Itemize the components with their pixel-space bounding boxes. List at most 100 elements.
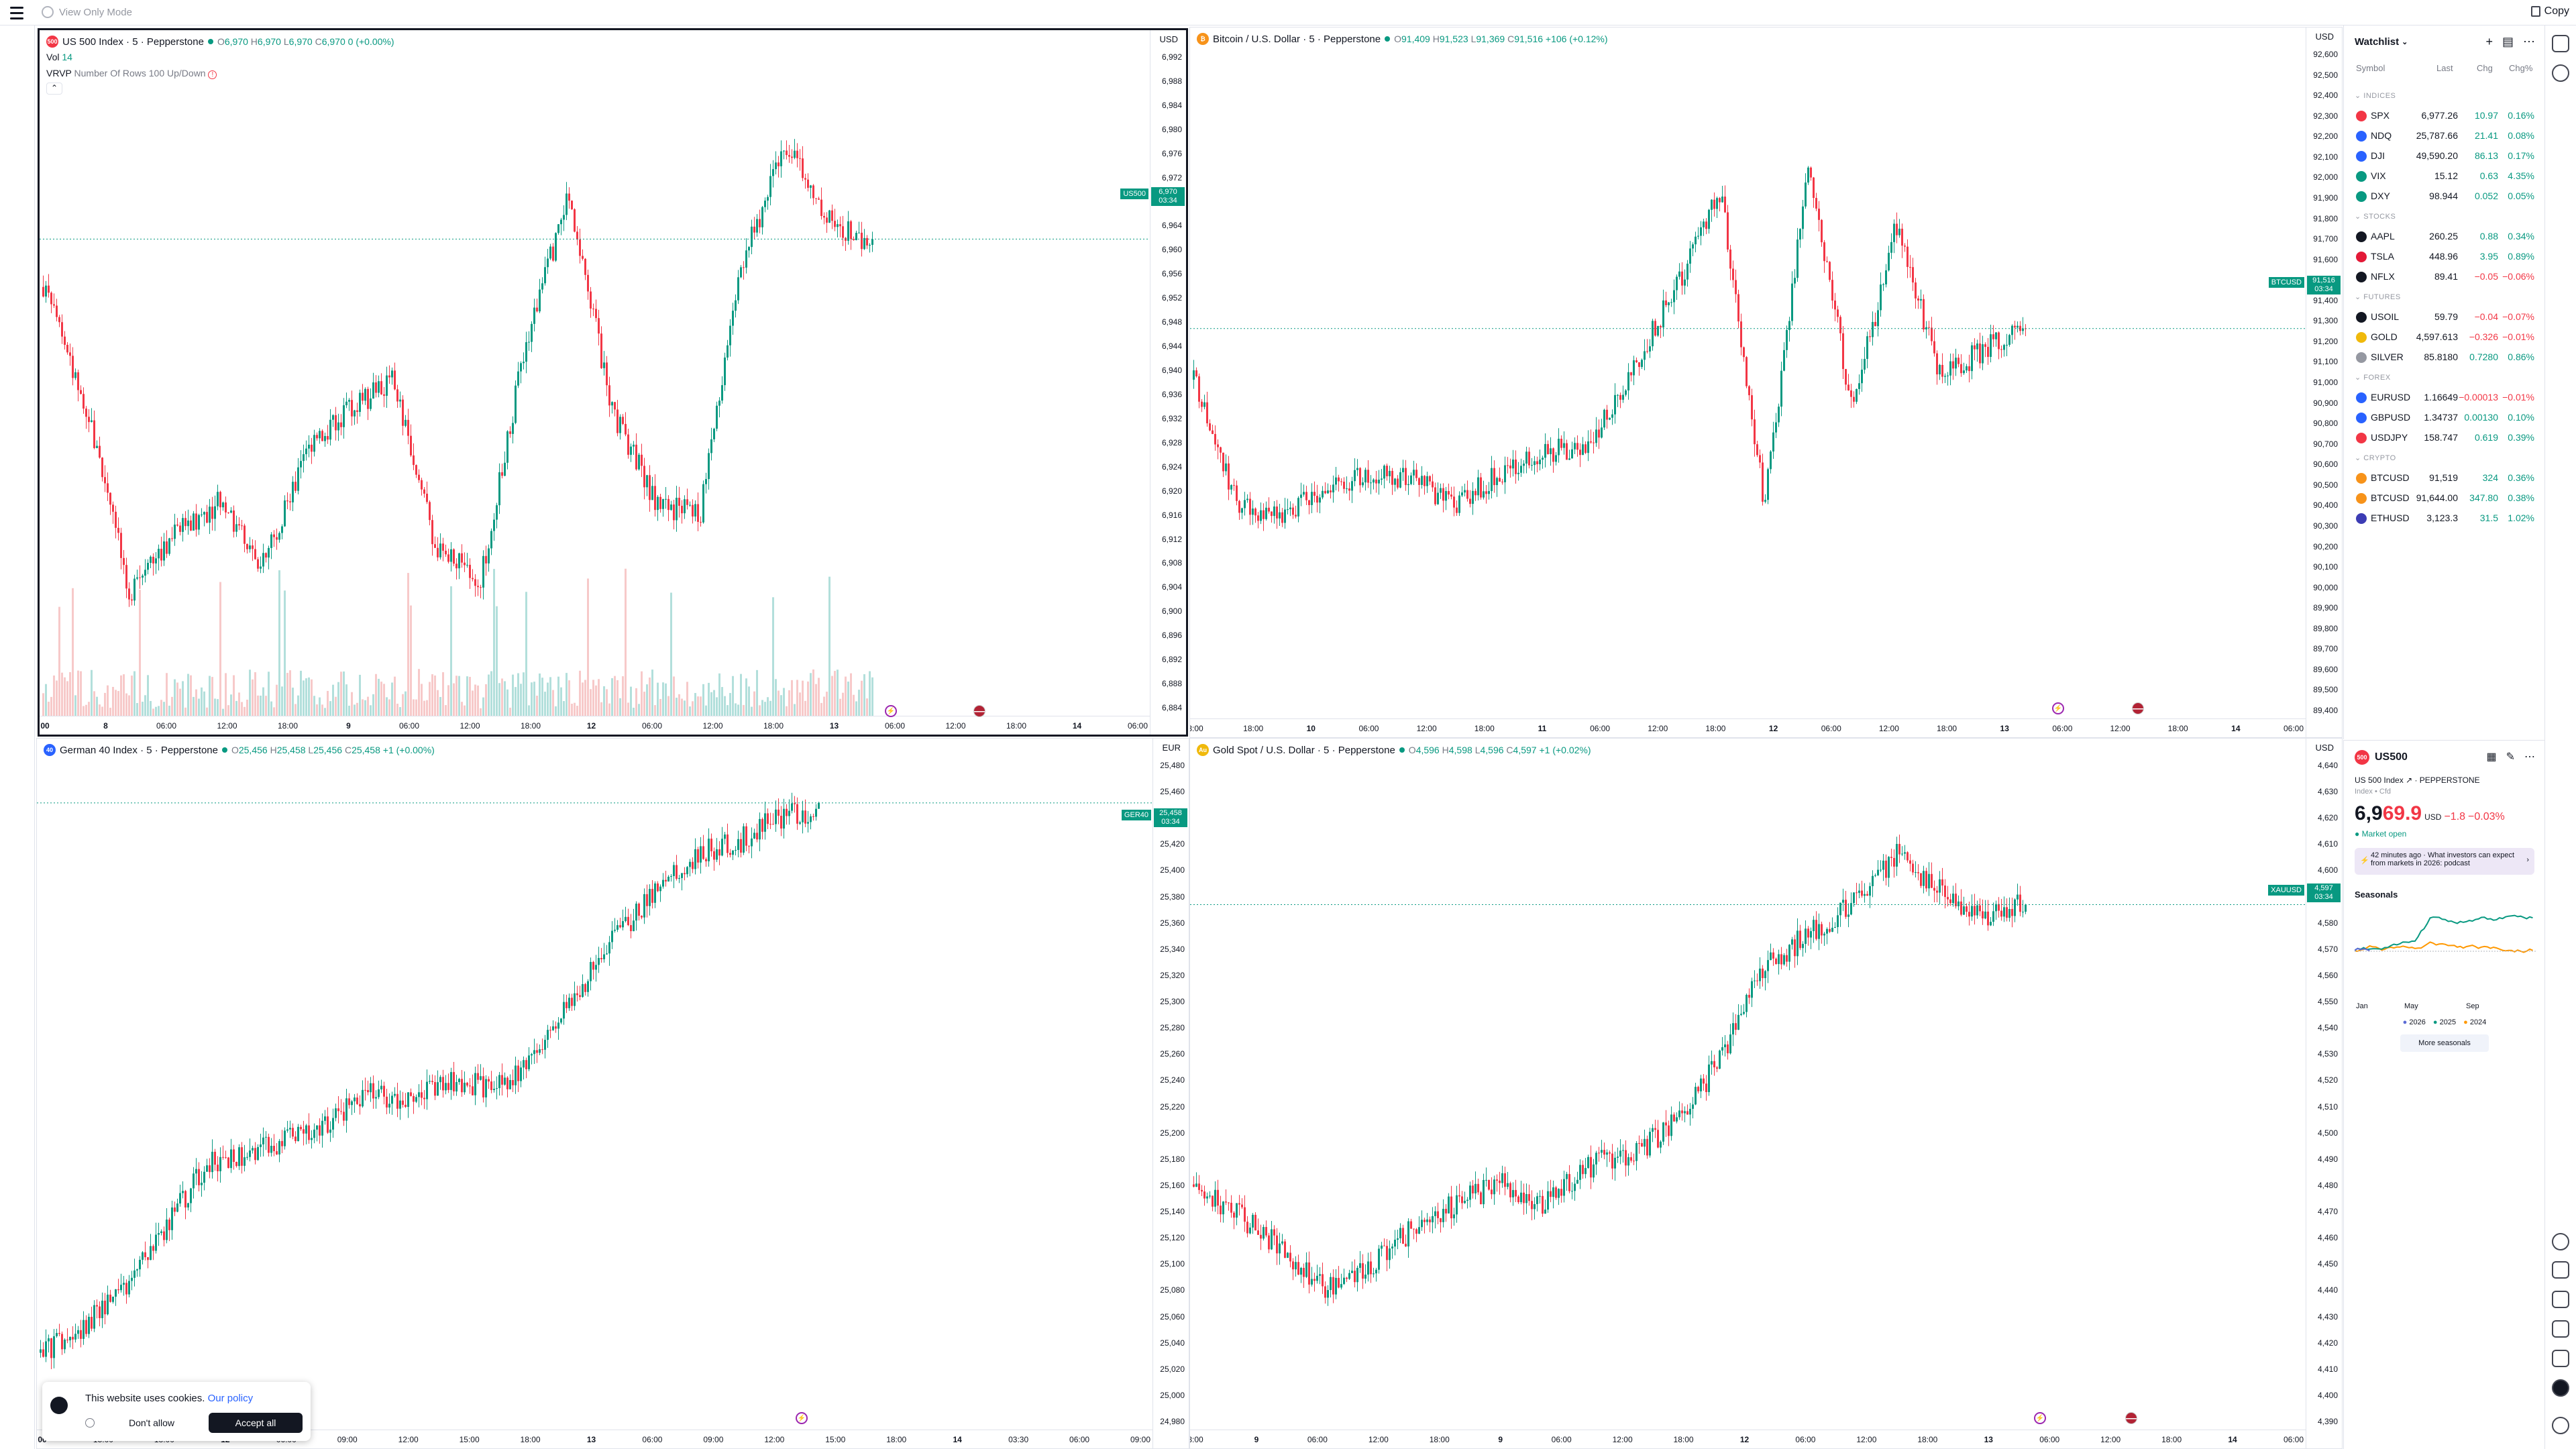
col-chg[interactable]: Chg <box>2477 63 2493 73</box>
us-flag-icon[interactable] <box>973 705 985 717</box>
col-symbol[interactable]: Symbol <box>2356 63 2385 73</box>
candlestick-plot[interactable] <box>1190 739 2306 1430</box>
advanced-view-icon[interactable]: ▤ <box>2502 35 2514 48</box>
alerts-clock-icon[interactable] <box>2552 64 2569 82</box>
watchlist-row[interactable]: ETHUSD 3,123.3 31.5 1.02% <box>2344 508 2545 527</box>
candle-body <box>1338 1277 1340 1288</box>
candle-body <box>458 1079 460 1083</box>
dont-allow-button[interactable]: Don't allow <box>128 1417 175 1428</box>
cookie-policy-link[interactable]: Our policy <box>207 1393 254 1404</box>
edit-icon[interactable]: ✎ <box>2506 751 2515 763</box>
watchlist-row[interactable]: VIX 15.12 0.63 4.35% <box>2344 166 2545 185</box>
time-axis[interactable]: 3:0018:001006:0012:0018:001106:0012:0018… <box>1190 718 2306 737</box>
detail-symbol[interactable]: US500 <box>2375 751 2408 763</box>
more-icon[interactable]: ⋯ <box>2523 35 2535 48</box>
watchlist-row[interactable]: DJI 49,590.20 86.13 0.17% <box>2344 146 2545 165</box>
col-chgp[interactable]: Chg% <box>2509 63 2533 73</box>
price-axis[interactable]: USD6,9926,9886,9846,9806,9766,9726,9686,… <box>1150 30 1186 735</box>
time-axis[interactable]: 3:00906:0012:0018:00906:0012:0018:001206… <box>1190 1430 2306 1448</box>
help-icon[interactable] <box>2552 1417 2569 1434</box>
watchlist-row[interactable]: GBPUSD 1.34737 0.00130 0.10% <box>2344 408 2545 427</box>
watchlist-title[interactable]: Watchlist ⌄ <box>2355 36 2408 48</box>
us-flag-icon[interactable] <box>2125 1412 2137 1424</box>
candle-body <box>182 518 184 532</box>
candle-body <box>383 394 385 396</box>
watchlist-section-header[interactable]: ⌄ FOREX <box>2355 374 2391 382</box>
add-symbol-icon[interactable]: + <box>2485 35 2493 48</box>
target-icon[interactable] <box>2552 1233 2569 1250</box>
event-bolt-icon[interactable]: ⚡ <box>2034 1412 2046 1424</box>
chart-pane-xauusd[interactable]: Au Gold Spot / U.S. Dollar · 5 · Peppers… <box>1189 738 2343 1449</box>
watchlist-row[interactable]: SILVER 85.8180 0.7280 0.86% <box>2344 347 2545 366</box>
feed-icon[interactable] <box>2552 1320 2569 1338</box>
time-axis[interactable]: 00 8 06:00 12:00 18:00 9 06:00 12:00 18:00 12 06:0… <box>40 716 1150 735</box>
grid-icon[interactable]: ▦ <box>2486 751 2497 763</box>
candle-body <box>1230 1202 1232 1213</box>
apps-grid-icon[interactable] <box>2552 1379 2569 1397</box>
more-seasonals-button[interactable]: More seasonals <box>2400 1034 2489 1052</box>
candle-body <box>163 541 165 561</box>
volume-bar <box>869 671 871 716</box>
copy-button[interactable]: Copy <box>2530 5 2569 17</box>
event-bolt-icon[interactable]: ⚡ <box>2052 702 2064 714</box>
chart-pane-us500[interactable]: 500 US 500 Index · 5 · Pepperstone O6,97… <box>38 28 1188 737</box>
volume-bar <box>383 684 385 716</box>
watchlist-row[interactable]: EURUSD 1.16649 −0.00013 −0.01% <box>2344 388 2545 407</box>
chart-title[interactable]: German 40 Index · 5 · Pepperstone <box>60 744 218 756</box>
watchlist-section-header[interactable]: ⌄ STOCKS <box>2355 213 2396 221</box>
price-axis[interactable]: USD 92,600 92,500 92,400 92,300 92,200 92,100 9… <box>2306 28 2342 737</box>
candle-body <box>394 1093 396 1096</box>
candlestick-plot[interactable] <box>37 739 1152 1430</box>
watchlist-icon[interactable] <box>2552 35 2569 52</box>
calendar-icon[interactable] <box>2552 1291 2569 1308</box>
menu-icon[interactable] <box>7 4 27 21</box>
chart-pane-ger40[interactable]: 40 German 40 Index · 5 · Pepperstone O25… <box>36 738 1189 1449</box>
candle-body <box>600 333 602 368</box>
more-icon[interactable]: ⋯ <box>2524 751 2535 763</box>
watchlist-row[interactable]: TSLA 448.96 3.95 0.89% <box>2344 247 2545 266</box>
warning-icon[interactable]: ! <box>208 70 217 79</box>
watchlist-section-header[interactable]: ⌄ INDICES <box>2355 92 2396 100</box>
candle-body <box>1217 444 1219 447</box>
event-bolt-icon[interactable]: ⚡ <box>796 1412 808 1424</box>
seasonals-title[interactable]: Seasonals <box>2355 890 2398 900</box>
watchlist-row[interactable]: AAPL 260.25 0.88 0.34% <box>2344 227 2545 246</box>
candle-body <box>2000 349 2002 350</box>
accept-all-button[interactable]: Accept all <box>209 1413 303 1433</box>
col-last[interactable]: Last <box>2436 63 2453 73</box>
chart-title[interactable]: Bitcoin / U.S. Dollar · 5 · Pepperstone <box>1213 33 1381 45</box>
chart-pane-btcusd[interactable]: ₿ Bitcoin / U.S. Dollar · 5 · Pepperston… <box>1189 27 2343 738</box>
chart-title[interactable]: Gold Spot / U.S. Dollar · 5 · Pepperston… <box>1213 744 1395 756</box>
watchlist-row[interactable]: USDJPY 158.747 0.619 0.39% <box>2344 428 2545 447</box>
chart-title[interactable]: US 500 Index · 5 · Pepperstone <box>62 36 204 48</box>
vrvp-legend[interactable]: VRVP Number Of Rows 100 Up/Down ! <box>46 68 217 79</box>
price-axis[interactable]: USD4,6404,6304,6204,6104,6004,5904,5804,… <box>2306 739 2342 1448</box>
collapse-legend-button[interactable]: ⌃ <box>46 83 62 95</box>
candle-body <box>1649 346 1651 352</box>
bell-icon[interactable] <box>2552 1350 2569 1367</box>
settings-icon[interactable] <box>85 1418 95 1428</box>
price-axis[interactable]: EUR25,48025,46025,44025,42025,40025,3802… <box>1152 739 1189 1448</box>
watchlist-section-header[interactable]: ⌄ CRYPTO <box>2355 454 2396 462</box>
candle-body <box>1397 478 1399 488</box>
candlestick-plot[interactable] <box>40 30 1150 716</box>
candle-body <box>509 1080 511 1089</box>
watchlist-row[interactable]: SPX 6,977.26 10.97 0.16% <box>2344 106 2545 125</box>
watchlist-row[interactable]: DXY 98.944 0.052 0.05% <box>2344 186 2545 205</box>
event-bolt-icon[interactable]: ⚡ <box>885 705 897 717</box>
watchlist-row[interactable]: BTCUSD 91,644.00 347.80 0.38% <box>2344 488 2545 507</box>
us-flag-icon[interactable] <box>2132 702 2144 714</box>
watchlist-row[interactable]: NDQ 25,787.66 21.41 0.08% <box>2344 126 2545 145</box>
ideas-icon[interactable] <box>2552 1261 2569 1279</box>
watchlist-row[interactable]: NFLX 89.41 −0.05 −0.06% <box>2344 267 2545 286</box>
news-card[interactable]: ⚡ 42 minutes ago · What investors can ex… <box>2355 848 2534 875</box>
watchlist-row[interactable]: USOIL 59.79 −0.04 −0.07% <box>2344 307 2545 326</box>
external-link-icon[interactable]: ↗ <box>2406 775 2413 785</box>
watchlist-section-header[interactable]: ⌄ FUTURES <box>2355 293 2401 301</box>
price-tick: 4,610 <box>2317 839 2338 849</box>
seasonals-chart[interactable] <box>2355 904 2536 998</box>
watchlist-row[interactable]: BTCUSD 91,519 324 0.36% <box>2344 468 2545 487</box>
volume-legend[interactable]: Vol 14 <box>46 52 72 62</box>
candlestick-plot[interactable] <box>1190 28 2306 718</box>
watchlist-row[interactable]: GOLD 4,597.613 −0.326 −0.01% <box>2344 327 2545 346</box>
